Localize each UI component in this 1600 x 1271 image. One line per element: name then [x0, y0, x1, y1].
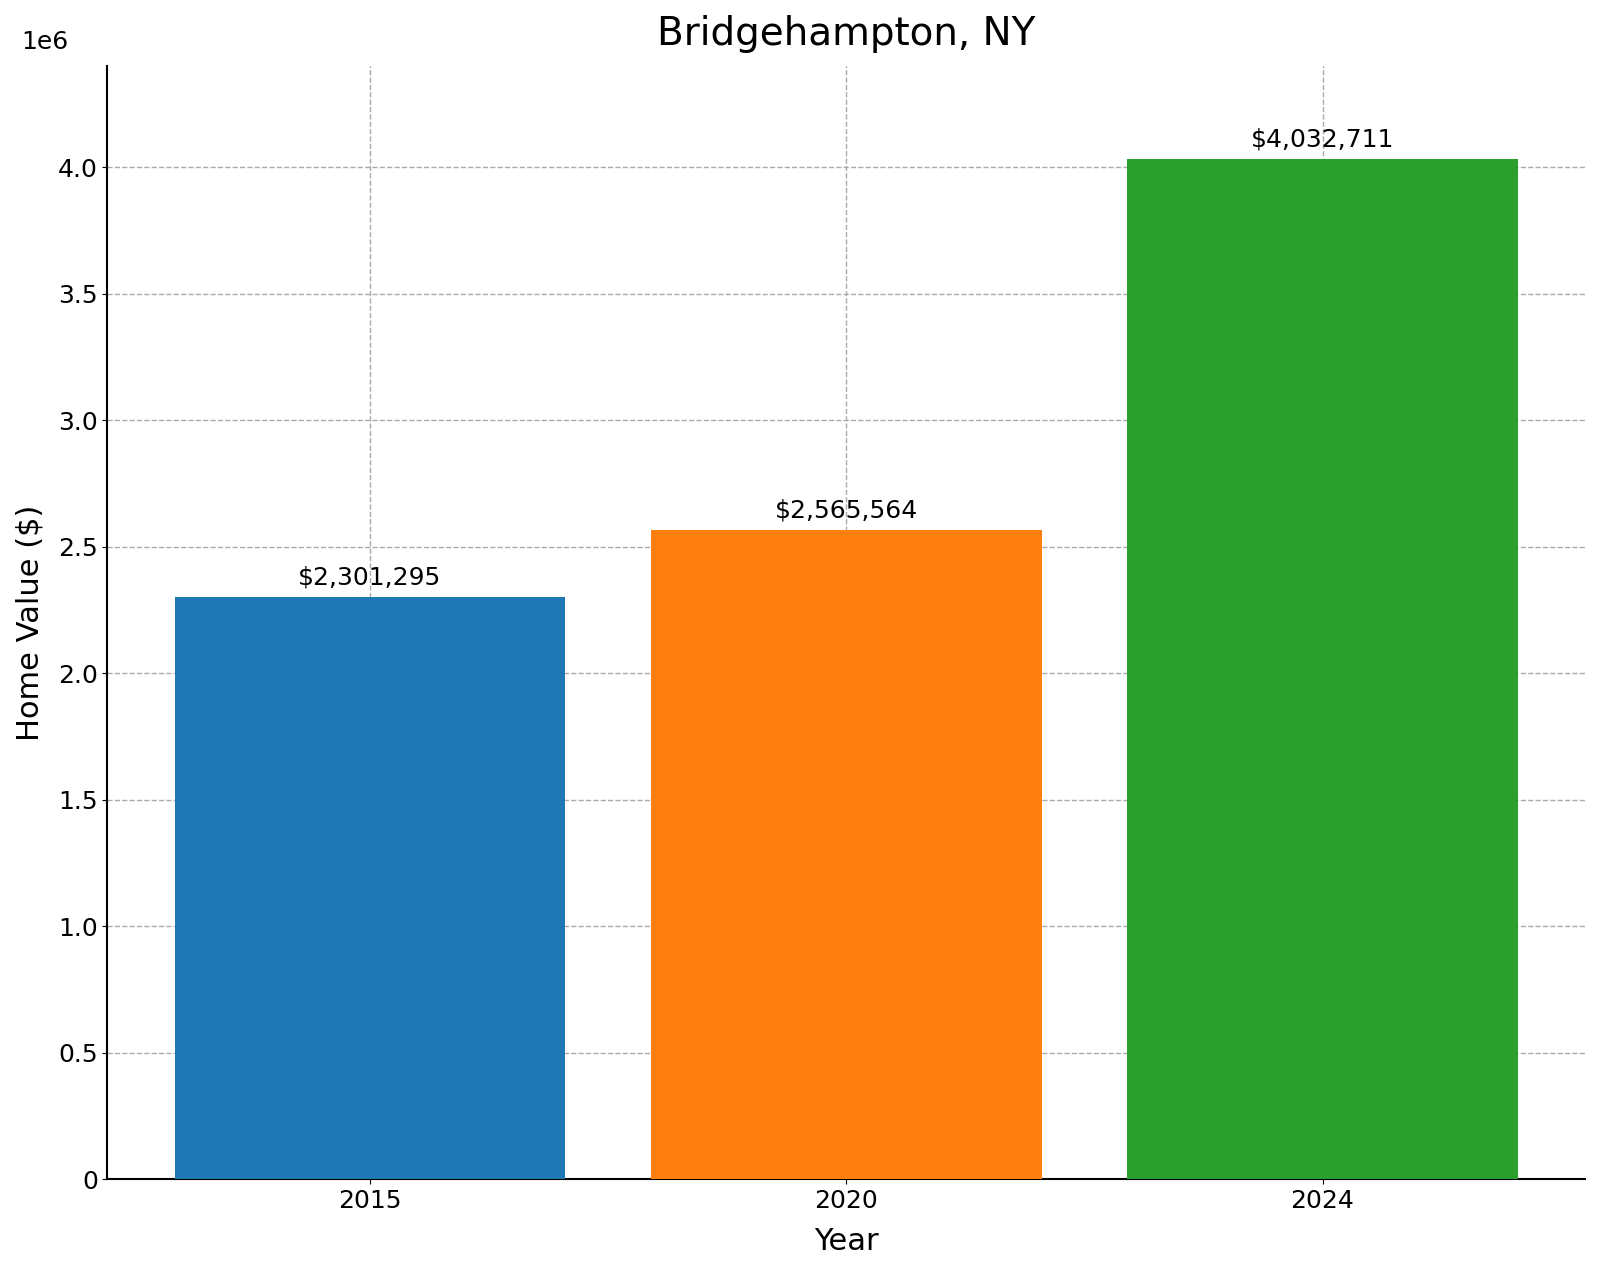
Bar	[174, 597, 565, 1179]
Text: $2,301,295: $2,301,295	[298, 566, 442, 590]
Bar	[1128, 159, 1518, 1179]
Bar	[651, 530, 1042, 1179]
Y-axis label: Home Value ($): Home Value ($)	[14, 505, 45, 741]
Text: $4,032,711: $4,032,711	[1251, 127, 1394, 151]
Text: $2,565,564: $2,565,564	[774, 498, 918, 522]
Text: 1e6: 1e6	[21, 31, 69, 55]
Title: Bridgehampton, NY: Bridgehampton, NY	[658, 15, 1035, 53]
X-axis label: Year: Year	[814, 1227, 878, 1256]
